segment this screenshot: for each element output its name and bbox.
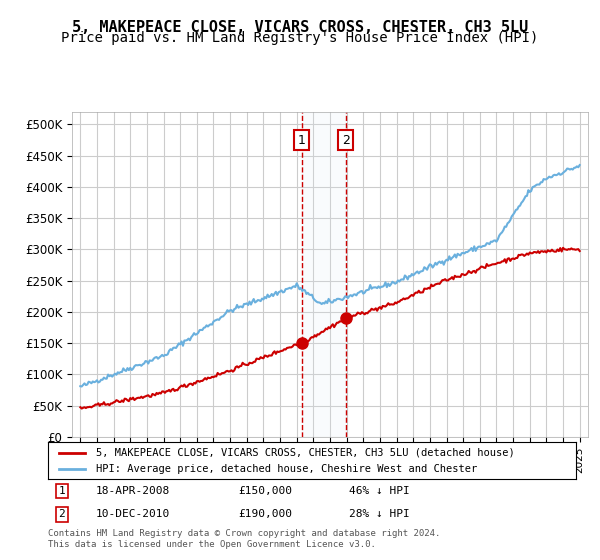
- Text: £150,000: £150,000: [238, 486, 292, 496]
- Bar: [302, 112, 346, 437]
- Text: 10-DEC-2010: 10-DEC-2010: [95, 510, 170, 519]
- Text: 5, MAKEPEACE CLOSE, VICARS CROSS, CHESTER, CH3 5LU: 5, MAKEPEACE CLOSE, VICARS CROSS, CHESTE…: [72, 20, 528, 35]
- Text: 2: 2: [59, 510, 65, 519]
- Text: HPI: Average price, detached house, Cheshire West and Chester: HPI: Average price, detached house, Ches…: [95, 464, 477, 474]
- Text: Contains HM Land Registry data © Crown copyright and database right 2024.
This d: Contains HM Land Registry data © Crown c…: [48, 529, 440, 549]
- Text: £190,000: £190,000: [238, 510, 292, 519]
- Text: Price paid vs. HM Land Registry's House Price Index (HPI): Price paid vs. HM Land Registry's House …: [61, 31, 539, 45]
- Text: 5, MAKEPEACE CLOSE, VICARS CROSS, CHESTER, CH3 5LU (detached house): 5, MAKEPEACE CLOSE, VICARS CROSS, CHESTE…: [95, 447, 514, 458]
- Text: 28% ↓ HPI: 28% ↓ HPI: [349, 510, 410, 519]
- Text: 1: 1: [298, 134, 305, 147]
- Text: 2: 2: [342, 134, 350, 147]
- Text: 1: 1: [59, 486, 65, 496]
- Text: 46% ↓ HPI: 46% ↓ HPI: [349, 486, 410, 496]
- Text: 18-APR-2008: 18-APR-2008: [95, 486, 170, 496]
